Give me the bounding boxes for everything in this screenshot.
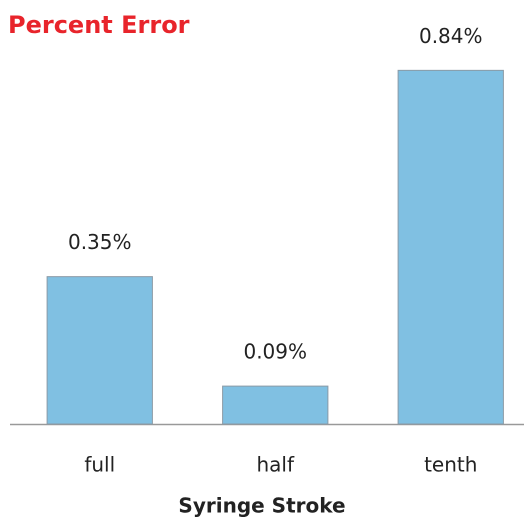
value-label: 0.84% (419, 24, 483, 48)
value-label: 0.09% (243, 340, 307, 364)
value-label: 0.35% (68, 230, 132, 254)
bar (46, 276, 153, 425)
bar (222, 385, 329, 425)
x-tick-label: tenth (424, 453, 477, 477)
x-tick-label: full (84, 453, 115, 477)
x-tick-label: half (256, 453, 294, 477)
bar (397, 69, 504, 425)
chart-title: Percent Error (8, 11, 190, 39)
x-axis-label: Syringe Stroke (178, 494, 345, 518)
